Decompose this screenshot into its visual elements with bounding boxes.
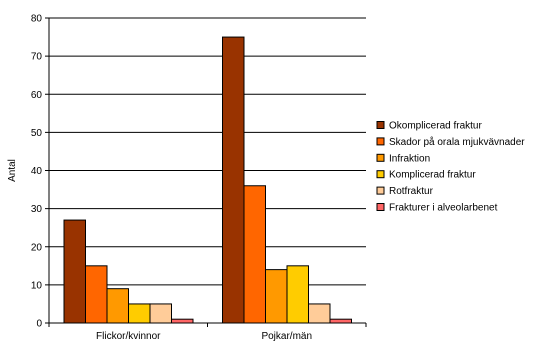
y-tick-label: 0: [36, 319, 42, 330]
legend: Okomplicerad fraktur Skador på orala mjuk…: [376, 121, 525, 214]
bar-0-0: [63, 219, 86, 324]
bar-0-1: [222, 36, 245, 324]
y-tick-label: 60: [31, 90, 43, 101]
y-tick-label: 40: [31, 166, 43, 177]
category-label: Pojkar/män: [261, 331, 312, 342]
y-tick-label: 10: [31, 280, 43, 291]
legend-swatch-0: [376, 121, 385, 129]
y-tick-label: 50: [31, 128, 43, 139]
bar-3-1: [286, 265, 309, 324]
legend-swatch-5: [376, 203, 385, 211]
y-tick-label: 30: [31, 204, 43, 215]
legend-swatch-4: [376, 186, 385, 195]
y-axis-ticks: 0 10 20 30 40 50 60 70 80: [31, 14, 49, 330]
legend-label: Rotfraktur: [389, 186, 434, 197]
bar-2-0: [106, 288, 129, 324]
category-labels: Flickor/kvinnor Pojkar/män: [96, 331, 312, 342]
legend-label: Okomplicerad fraktur: [389, 121, 482, 132]
category-label: Flickor/kvinnor: [96, 331, 161, 342]
bar-4-0: [149, 303, 172, 324]
legend-swatch-2: [376, 153, 385, 162]
bar-1-1: [243, 185, 266, 324]
y-tick-label: 80: [31, 14, 43, 25]
bar-4-1: [308, 303, 331, 324]
axes: [48, 18, 367, 327]
legend-label: Skador på orala mjukvävnader: [389, 136, 525, 148]
y-tick-label: 70: [31, 52, 43, 63]
bar-2-1: [265, 269, 288, 324]
bars: [63, 36, 352, 324]
legend-swatch-1: [376, 137, 385, 146]
legend-swatch-3: [376, 170, 385, 179]
y-axis-label: Antal: [7, 159, 18, 182]
bar-1-0: [85, 265, 108, 324]
legend-label: Frakturer i alveolarbenet: [389, 203, 498, 214]
legend-label: Infraktion: [389, 153, 430, 164]
bar-3-0: [128, 303, 151, 324]
y-tick-label: 20: [31, 242, 43, 253]
legend-label: Komplicerad fraktur: [389, 170, 476, 181]
bar-5-1: [329, 318, 352, 324]
bar-5-0: [171, 318, 194, 324]
